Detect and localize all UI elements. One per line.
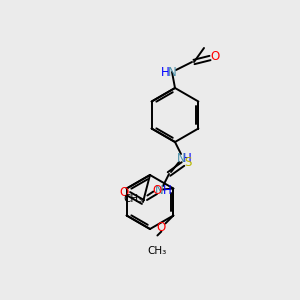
Text: H: H xyxy=(160,65,169,79)
Text: S: S xyxy=(184,155,192,169)
Text: H: H xyxy=(183,152,191,164)
Text: O: O xyxy=(210,50,220,64)
Text: CH₃: CH₃ xyxy=(124,194,143,203)
Text: N: N xyxy=(177,152,185,164)
Text: O: O xyxy=(153,184,162,197)
Text: N: N xyxy=(168,65,176,79)
Text: CH₃: CH₃ xyxy=(148,245,167,256)
Text: N: N xyxy=(154,184,164,196)
Text: O: O xyxy=(119,185,129,199)
Text: O: O xyxy=(157,221,166,234)
Text: H: H xyxy=(163,184,171,196)
